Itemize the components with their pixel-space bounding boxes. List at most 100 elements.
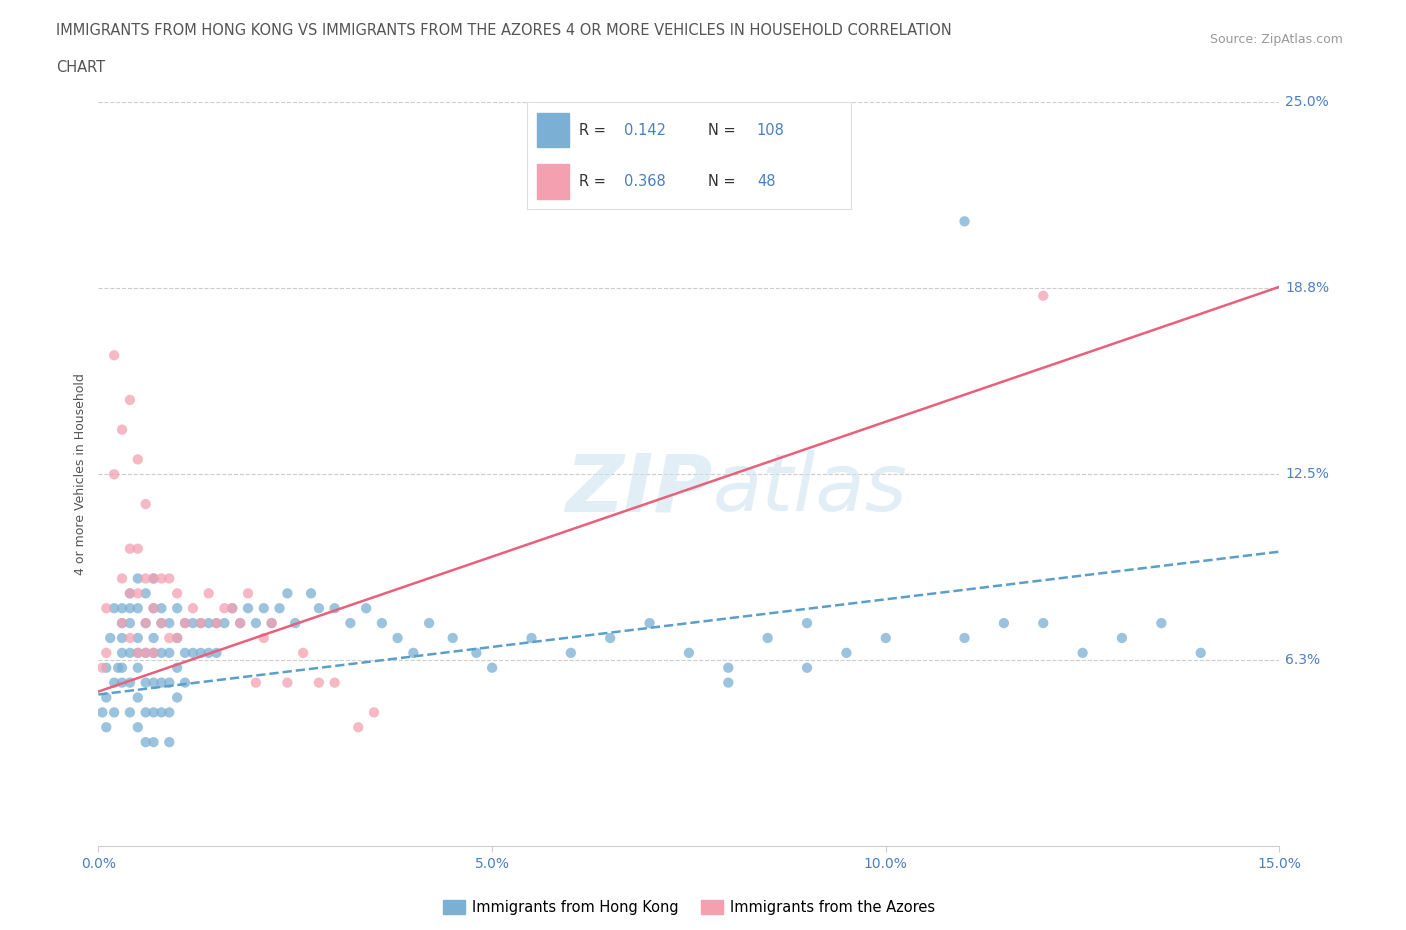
Point — [142, 631, 165, 645]
Point — [118, 586, 141, 601]
Point — [323, 675, 346, 690]
Point — [135, 645, 157, 660]
Point — [678, 645, 700, 660]
Point — [599, 631, 621, 645]
Point — [371, 616, 394, 631]
Point — [150, 616, 173, 631]
Text: 25.0%: 25.0% — [1285, 95, 1329, 110]
Point — [127, 541, 149, 556]
Legend: Immigrants from Hong Kong, Immigrants from the Azores: Immigrants from Hong Kong, Immigrants fr… — [437, 894, 941, 921]
Point — [118, 645, 141, 660]
Point — [1032, 288, 1054, 303]
Point — [135, 586, 157, 601]
Point — [135, 616, 157, 631]
Text: Source: ZipAtlas.com: Source: ZipAtlas.com — [1209, 33, 1343, 46]
Point — [221, 601, 243, 616]
Point — [253, 601, 276, 616]
Text: atlas: atlas — [713, 450, 907, 528]
Point — [308, 675, 330, 690]
Point — [96, 720, 118, 735]
Point — [118, 675, 141, 690]
Point — [150, 571, 173, 586]
Point — [111, 645, 134, 660]
Point — [142, 571, 165, 586]
Point — [118, 631, 141, 645]
Point — [229, 616, 252, 631]
Point — [197, 586, 219, 601]
Point — [98, 631, 121, 645]
Point — [127, 645, 149, 660]
Point — [127, 452, 149, 467]
Point — [1150, 616, 1173, 631]
Point — [1071, 645, 1094, 660]
Point — [638, 616, 661, 631]
Text: N =: N = — [709, 123, 741, 138]
Point — [323, 601, 346, 616]
Point — [150, 601, 173, 616]
Point — [142, 645, 165, 660]
Point — [96, 601, 118, 616]
Point — [142, 601, 165, 616]
Point — [520, 631, 543, 645]
Point — [111, 616, 134, 631]
Text: CHART: CHART — [56, 60, 105, 75]
Point — [197, 616, 219, 631]
Point — [103, 675, 125, 690]
Point — [236, 601, 259, 616]
Point — [127, 601, 149, 616]
Point — [142, 601, 165, 616]
Point — [441, 631, 464, 645]
Point — [756, 631, 779, 645]
Text: 6.3%: 6.3% — [1285, 653, 1320, 668]
Text: 48: 48 — [756, 174, 775, 189]
Point — [387, 631, 409, 645]
Point — [354, 601, 377, 616]
Text: 0.142: 0.142 — [624, 123, 666, 138]
Point — [953, 214, 976, 229]
Point — [127, 720, 149, 735]
Point — [157, 675, 180, 690]
Point — [157, 705, 180, 720]
Point — [205, 616, 228, 631]
Point — [111, 571, 134, 586]
Point — [142, 571, 165, 586]
Point — [174, 675, 197, 690]
Point — [174, 616, 197, 631]
Point — [135, 571, 157, 586]
Point — [91, 660, 114, 675]
Point — [150, 645, 173, 660]
Point — [245, 675, 267, 690]
Point — [135, 645, 157, 660]
Point — [363, 705, 385, 720]
Point — [166, 690, 188, 705]
Point — [118, 392, 141, 407]
Point — [205, 645, 228, 660]
Point — [236, 586, 259, 601]
Point — [118, 601, 141, 616]
Point — [190, 616, 212, 631]
Point — [953, 631, 976, 645]
Point — [135, 705, 157, 720]
Point — [111, 616, 134, 631]
Text: 0.368: 0.368 — [624, 174, 666, 189]
Point — [717, 660, 740, 675]
Point — [796, 660, 818, 675]
Point — [214, 616, 236, 631]
Point — [111, 631, 134, 645]
Point — [150, 616, 173, 631]
Point — [157, 631, 180, 645]
Point — [276, 675, 298, 690]
Text: N =: N = — [709, 174, 741, 189]
Point — [157, 645, 180, 660]
Point — [190, 645, 212, 660]
Point — [127, 631, 149, 645]
Point — [875, 631, 897, 645]
Point — [221, 601, 243, 616]
Point — [181, 645, 204, 660]
Point — [142, 675, 165, 690]
Point — [308, 601, 330, 616]
Point — [717, 675, 740, 690]
Point — [150, 705, 173, 720]
Point — [118, 705, 141, 720]
Point — [103, 467, 125, 482]
